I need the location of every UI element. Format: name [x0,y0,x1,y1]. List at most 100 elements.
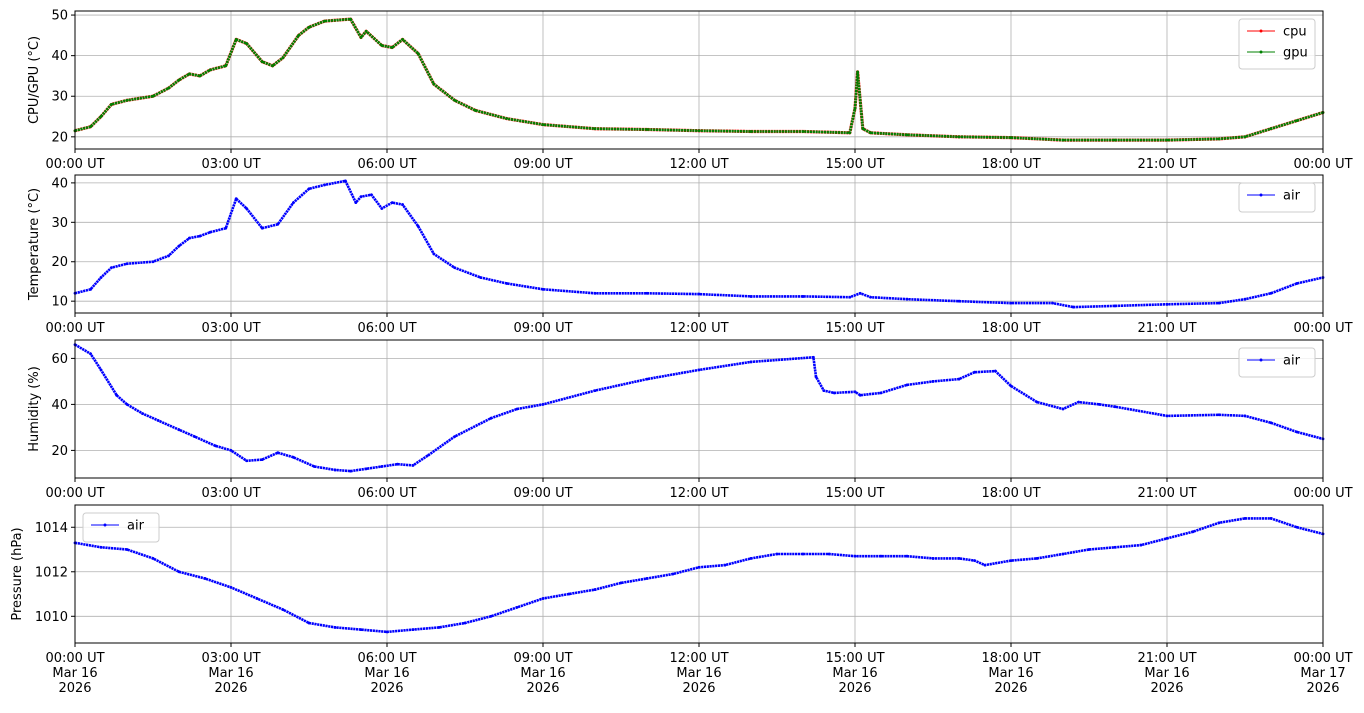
data-point-gpu [208,68,212,72]
data-point-air [645,291,649,295]
data-point-gpu [281,56,285,60]
x-tick-label: 15:00 UT Mar 16 2026 [825,651,884,696]
data-point-air [411,463,415,467]
data-point-air [1113,545,1117,549]
y-tick-label: 20 [51,255,68,270]
data-point-gpu [167,86,171,90]
data-point-air [697,368,701,372]
data-point-air [234,197,238,201]
legend-label-gpu: gpu [1283,46,1308,61]
data-point-air [832,391,836,395]
x-tick-label-line: 2026 [214,681,247,696]
x-tick-label-line: 00:00 UT [45,321,104,336]
x-tick-label-line: 2026 [838,681,871,696]
x-tick-label-line: 12:00 UT [669,321,728,336]
data-point-air [858,393,862,397]
data-point-gpu [234,38,238,41]
x-tick-label-line: 21:00 UT [1137,157,1196,172]
data-point-air [905,383,909,387]
data-point-air [1295,525,1299,529]
y-axis-label: Humidity (%) [27,366,42,452]
legend-marker-cpu [1259,29,1263,33]
data-point-gpu [1243,135,1247,139]
data-point-air [208,230,212,234]
y-tick-label: 1014 [35,521,68,536]
data-point-air [723,563,727,567]
data-point-gpu [416,52,420,56]
x-tick-label-line: Mar 16 [676,666,721,681]
data-point-air [1165,302,1169,306]
x-tick-label-line: 09:00 UT [513,651,572,666]
x-tick-label-line: Mar 16 [208,666,253,681]
data-point-air [333,626,337,629]
data-point-air [260,226,264,230]
data-point-air [1243,414,1247,418]
x-tick-label: 06:00 UT [357,321,416,336]
data-point-gpu [541,123,545,127]
data-point-air [359,628,363,632]
y-tick-label: 60 [51,352,68,367]
data-point-air [224,226,228,230]
series-line-air [74,179,1324,309]
data-point-air [380,465,384,468]
data-point-air [801,295,805,298]
data-point-air [515,407,519,411]
legend: air [82,512,160,543]
data-point-air [151,557,155,560]
x-tick-label-line: 03:00 UT [201,321,260,336]
data-point-gpu [749,130,753,133]
x-tick-label: 09:00 UT [513,157,572,172]
data-point-gpu [957,135,961,139]
data-point-gpu [188,72,191,76]
x-tick-label: 03:00 UT [201,157,260,172]
data-point-air [994,369,997,373]
x-tick-label: 06:00 UT [357,486,416,501]
data-point-air [323,183,326,187]
data-point-air [370,193,373,197]
x-tick-label: 00:00 UT Mar 16 2026 [45,651,104,696]
data-point-gpu [453,98,456,102]
x-tick-label-line: 18:00 UT [981,157,1040,172]
x-tick-label-line: 12:00 UT [669,157,728,172]
data-point-air [858,291,862,295]
data-point-air [905,297,909,301]
data-point-gpu [359,35,363,39]
data-point-air [411,628,415,632]
data-point-air [853,554,857,558]
data-point-air [385,630,389,634]
legend-marker-air [1259,358,1263,362]
data-point-gpu [697,129,701,133]
data-point-air [853,390,857,394]
data-point-air [1113,405,1117,409]
data-point-gpu [245,42,249,45]
data-point-air [260,458,264,461]
data-point-gpu [89,125,92,129]
x-tick-label-line: Mar 16 [832,666,877,681]
data-point-air [1072,305,1075,309]
x-tick-label-line: 2026 [1306,681,1339,696]
data-point-air [167,254,171,258]
legend-label-cpu: cpu [1283,25,1307,40]
y-axis-label: CPU/GPU (°C) [27,36,42,124]
legend: air [1238,347,1316,378]
data-point-air [593,588,597,591]
data-point-air [1077,400,1080,404]
data-point-gpu [1113,138,1117,142]
data-point-gpu [905,133,909,137]
data-point-air [125,548,129,551]
data-point-air [276,222,280,226]
data-point-air [453,266,456,270]
data-point-air [390,201,394,205]
x-tick-label-line: Mar 16 [364,666,409,681]
data-point-air [99,368,103,372]
data-point-air [822,389,826,392]
x-tick-label-line: 18:00 UT [981,486,1040,501]
x-tick-label-line: 06:00 UT [357,157,416,172]
x-tick-label-line: 00:00 UT [45,486,104,501]
x-tick-label: 21:00 UT [1137,486,1196,501]
x-tick-label-line: 09:00 UT [513,321,572,336]
x-tick-label-line: 2026 [994,681,1027,696]
data-point-air [276,451,280,455]
data-point-gpu [380,44,384,47]
